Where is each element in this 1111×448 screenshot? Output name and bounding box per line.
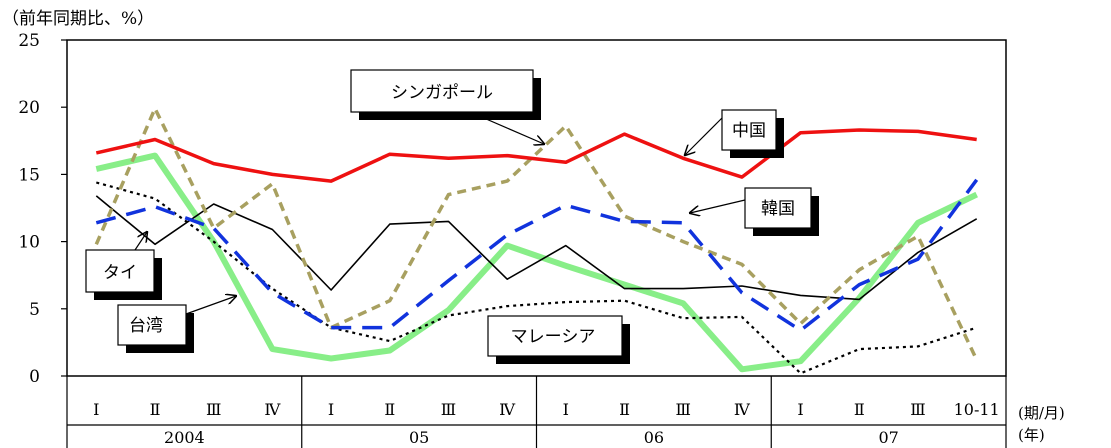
y-axis-unit-label: （前年同期比、%） (2, 9, 154, 29)
callout-singapore: シンガポール (350, 69, 544, 144)
series-line-1 (94, 106, 979, 361)
year-label: 2004 (164, 428, 205, 447)
y-tick-label: 25 (18, 31, 40, 51)
x-tick-label: Ⅱ (150, 400, 161, 419)
x-tick-label: Ⅲ (206, 400, 221, 419)
y-tick-label: 0 (29, 367, 40, 387)
callout-thai-label: タイ (103, 263, 137, 283)
y-tick-label: 5 (29, 300, 40, 320)
callout-china: 中国 (685, 109, 784, 158)
year-label: 05 (409, 428, 429, 447)
year-label: 06 (644, 428, 664, 447)
callout-china-label: 中国 (732, 121, 766, 141)
x-tick-label: Ⅲ (910, 400, 925, 419)
callout-taiwan-label: 台湾 (129, 316, 163, 336)
x-axis-period-label: (期/月) (1018, 404, 1065, 422)
series-line-5 (96, 181, 978, 375)
x-tick-label: Ⅰ (563, 400, 569, 419)
x-axis-table: Ⅰ Ⅱ Ⅲ Ⅳ Ⅰ Ⅱ Ⅲ Ⅳ Ⅰ Ⅱ Ⅲ Ⅳ Ⅰ Ⅱ Ⅲ 10-11 2004 05 06 07 (66, 376, 1007, 448)
callout-singapore-label: シンガポール (391, 83, 493, 103)
callout-korea-label: 韓国 (761, 199, 795, 219)
y-axis-ticks: 0 5 10 15 20 25 (18, 31, 67, 387)
y-tick-label: 10 (18, 233, 40, 253)
x-tick-label: Ⅱ (384, 400, 395, 419)
x-tick-label: Ⅳ (499, 400, 516, 419)
x-tick-label: Ⅰ (328, 400, 334, 419)
callout-thai: タイ (85, 232, 162, 300)
callout-korea: 韓国 (690, 187, 819, 236)
year-label: 07 (878, 428, 898, 447)
series-line-4 (95, 152, 978, 373)
x-tick-label: Ⅳ (734, 400, 751, 419)
x-tick-label: Ⅰ (797, 400, 803, 419)
x-tick-label: Ⅰ (93, 400, 99, 419)
series-line-2 (95, 178, 979, 333)
callout-malaysia-label: マレーシア (511, 327, 596, 347)
y-tick-label: 15 (18, 165, 40, 185)
callout-taiwan: 台湾 (117, 296, 236, 353)
x-tick-label: Ⅲ (441, 400, 456, 419)
x-axis-year-label: (年) (1018, 426, 1045, 444)
series-line-0 (95, 128, 977, 183)
x-tick-label: Ⅳ (264, 400, 281, 419)
x-tick-label: Ⅲ (676, 400, 691, 419)
series-layer (94, 106, 979, 375)
x-tick-label: Ⅱ (619, 400, 630, 419)
y-tick-label: 20 (18, 98, 40, 118)
series-line-3 (95, 195, 978, 301)
callout-malaysia: マレーシア (487, 315, 630, 364)
x-tick-label: 10-11 (954, 400, 1000, 419)
x-tick-label: Ⅱ (854, 400, 865, 419)
